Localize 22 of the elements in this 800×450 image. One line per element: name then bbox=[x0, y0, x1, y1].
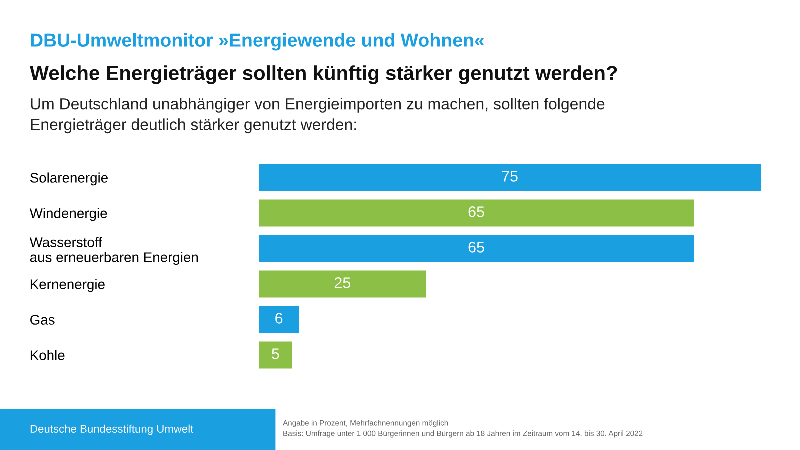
data-label: 75 bbox=[502, 171, 518, 182]
bar bbox=[259, 306, 300, 334]
data-label: 5 bbox=[272, 348, 280, 360]
data-label: 65 bbox=[468, 242, 484, 253]
chart-title: DBU-Umweltmonitor »Energiewende und Wohnen« bbox=[31, 33, 484, 51]
y-tick-label: Wasserstoff aus erneuerbaren Energien bbox=[30, 237, 198, 266]
y-tick-label: Gas bbox=[30, 315, 55, 325]
y-tick-label: Solarenergie bbox=[30, 172, 108, 186]
bar bbox=[259, 342, 292, 369]
chart-subtitle: Welche Energieträger sollten künftig stärker genutzt werden? bbox=[30, 66, 618, 84]
data-label: 6 bbox=[276, 313, 283, 324]
text: Deutsche Bundesstiftung Umwelt bbox=[30, 424, 194, 436]
y-tick-label: Kernenergie bbox=[30, 279, 105, 292]
bar bbox=[259, 235, 694, 262]
y-tick-label: Windenergie bbox=[30, 208, 108, 222]
bar bbox=[259, 164, 761, 192]
bar bbox=[259, 270, 426, 298]
data-label: 25 bbox=[334, 278, 351, 288]
text: Um Deutschland unabhängiger von Energieimporten zu machen, sollten folgende Energieträger deutlich stärker genutzt werden: bbox=[31, 98, 605, 134]
bar bbox=[259, 200, 694, 227]
data-label: 65 bbox=[468, 206, 484, 218]
y-tick-label: Kohle bbox=[30, 350, 65, 360]
